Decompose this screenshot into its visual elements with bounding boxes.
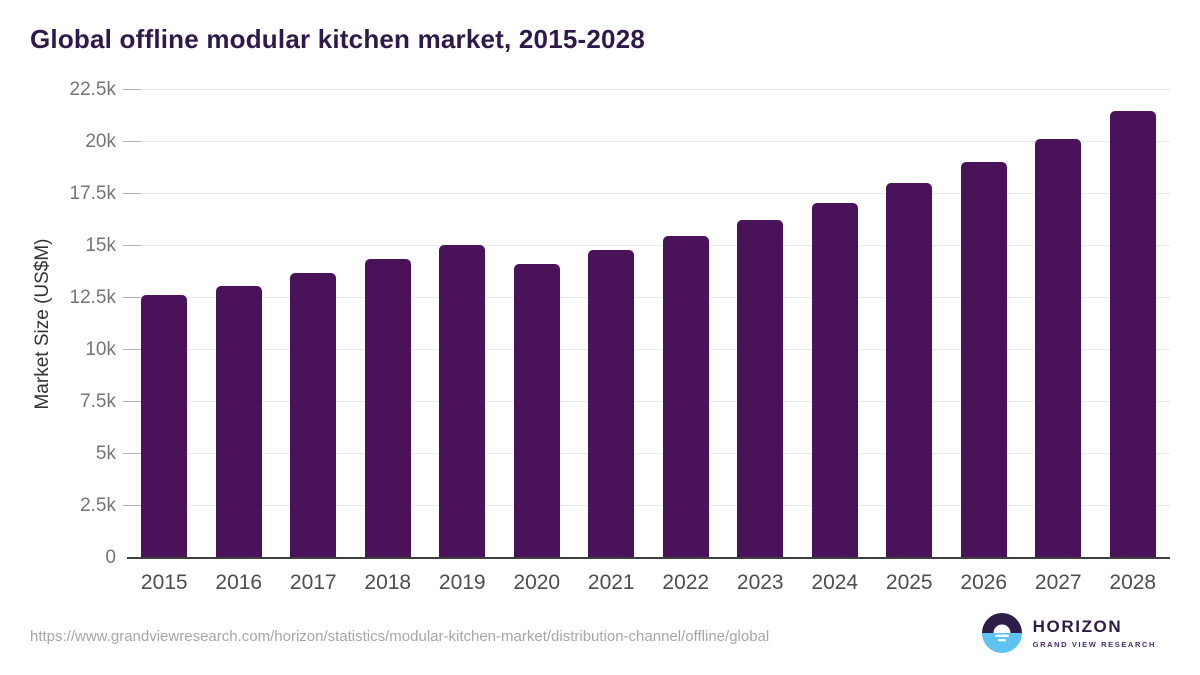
y-tick-label: 22.5k [69, 79, 116, 100]
bar-slot-2023 [723, 90, 798, 558]
gridline [127, 193, 1170, 194]
y-axis-tick [123, 401, 141, 403]
y-tick-label: 20k [85, 131, 116, 152]
x-tick-label-2020: 2020 [513, 571, 561, 594]
y-axis-tick [123, 193, 141, 194]
y-tick-label: 7.5k [80, 391, 116, 413]
bar-slot-2021 [574, 90, 649, 558]
bar-2018[interactable] [364, 259, 411, 558]
bar-2027[interactable] [1035, 138, 1082, 558]
x-tick-label-2015: 2015 [140, 571, 188, 594]
y-axis-tick [123, 453, 141, 454]
bar-2020[interactable] [513, 264, 560, 558]
y-tick-label: 15k [85, 235, 116, 257]
bar-2026[interactable] [960, 162, 1007, 558]
chart-area: Market Size (US$M) 0 2.5k 5k 7.5k 10k 12.5k 15… [32, 79, 1170, 594]
gridline [127, 89, 1170, 90]
x-axis-labels: 2015 2016 2017 2018 2019 2020 2021 2022 2023 2024… [127, 571, 1170, 595]
horizon-logo[interactable]: HORIZON GRAND VIEW RESEARCH [981, 613, 1156, 653]
x-tick-label-2024: 2024 [811, 571, 859, 594]
gridline [127, 245, 1170, 247]
chart-title: Global offline modular kitchen market, 2… [30, 24, 646, 54]
gridline [127, 401, 1170, 403]
y-tick-label: 2.5k [80, 495, 116, 516]
x-tick-label-2019: 2019 [438, 571, 486, 594]
bar-slot-2022 [649, 90, 724, 558]
logo-text: HORIZON GRAND VIEW RESEARCH [1033, 617, 1156, 649]
bar-slot-2018 [351, 90, 426, 558]
gridline [127, 297, 1170, 298]
y-tick-label: 0 [105, 547, 116, 568]
y-axis-tick [123, 89, 141, 90]
bar-2016[interactable] [215, 285, 262, 558]
y-axis-tick [123, 505, 141, 506]
gridline [127, 505, 1170, 506]
y-tick-label: 17.5k [69, 183, 116, 204]
bar-slot-2027 [1021, 90, 1096, 558]
bar-slot-2024 [798, 90, 873, 558]
bar-2023[interactable] [737, 220, 784, 558]
y-axis-tick [123, 245, 141, 247]
bar-slot-2025 [872, 90, 947, 558]
y-axis-tick [123, 349, 141, 350]
x-tick-label-2018: 2018 [364, 571, 412, 594]
logo-title: HORIZON [1032, 617, 1123, 636]
y-tick-label: 10k [85, 339, 116, 360]
x-tick-label-2027: 2027 [1034, 571, 1082, 594]
gridline [127, 141, 1170, 142]
x-tick-label-2017: 2017 [289, 571, 337, 594]
y-tick-label: 5k [95, 443, 116, 464]
bar-2025[interactable] [886, 183, 933, 558]
plot-area: 0 2.5k 5k 7.5k 10k 12.5k 15k 17.5k 20k 22.5k [70, 79, 1170, 568]
source-url: https://www.grandviewresearch.com/horizo… [30, 628, 770, 645]
x-axis-line [127, 557, 1170, 559]
bar-2024[interactable] [811, 202, 858, 558]
x-tick-label-2023: 2023 [736, 571, 784, 594]
gridline [127, 349, 1170, 350]
bar-2015[interactable] [141, 295, 188, 558]
bar-2017[interactable] [290, 272, 337, 558]
logo-subtitle: GRAND VIEW RESEARCH [1032, 640, 1156, 649]
bar-2021[interactable] [588, 250, 635, 558]
bar-slot-2026 [947, 90, 1022, 558]
bar-slot-2017 [276, 90, 351, 558]
bar-2022[interactable] [662, 236, 709, 558]
y-axis-title: Market Size (US$M) [32, 238, 53, 410]
x-tick-label-2022: 2022 [662, 571, 710, 594]
bar-slot-2015 [127, 90, 202, 558]
bar-slot-2019 [425, 90, 500, 558]
bar-2019[interactable] [439, 244, 486, 558]
bar-slot-2020 [500, 90, 575, 558]
y-axis-tick [123, 141, 141, 142]
gridline [127, 453, 1170, 454]
sun-over-horizon-icon [981, 613, 1022, 653]
x-tick-label-2021: 2021 [587, 571, 635, 594]
bars-row [127, 90, 1170, 558]
x-tick-label-2026: 2026 [960, 571, 1008, 594]
x-tick-label-2025: 2025 [885, 571, 933, 594]
y-tick-label: 12.5k [69, 287, 116, 308]
bar-slot-2028 [1096, 90, 1171, 558]
x-tick-label-2016: 2016 [215, 571, 263, 594]
y-axis-tick [123, 297, 141, 298]
bar-2028[interactable] [1109, 110, 1156, 558]
x-tick-label-2028: 2028 [1109, 571, 1157, 594]
bar-slot-2016 [202, 90, 277, 558]
